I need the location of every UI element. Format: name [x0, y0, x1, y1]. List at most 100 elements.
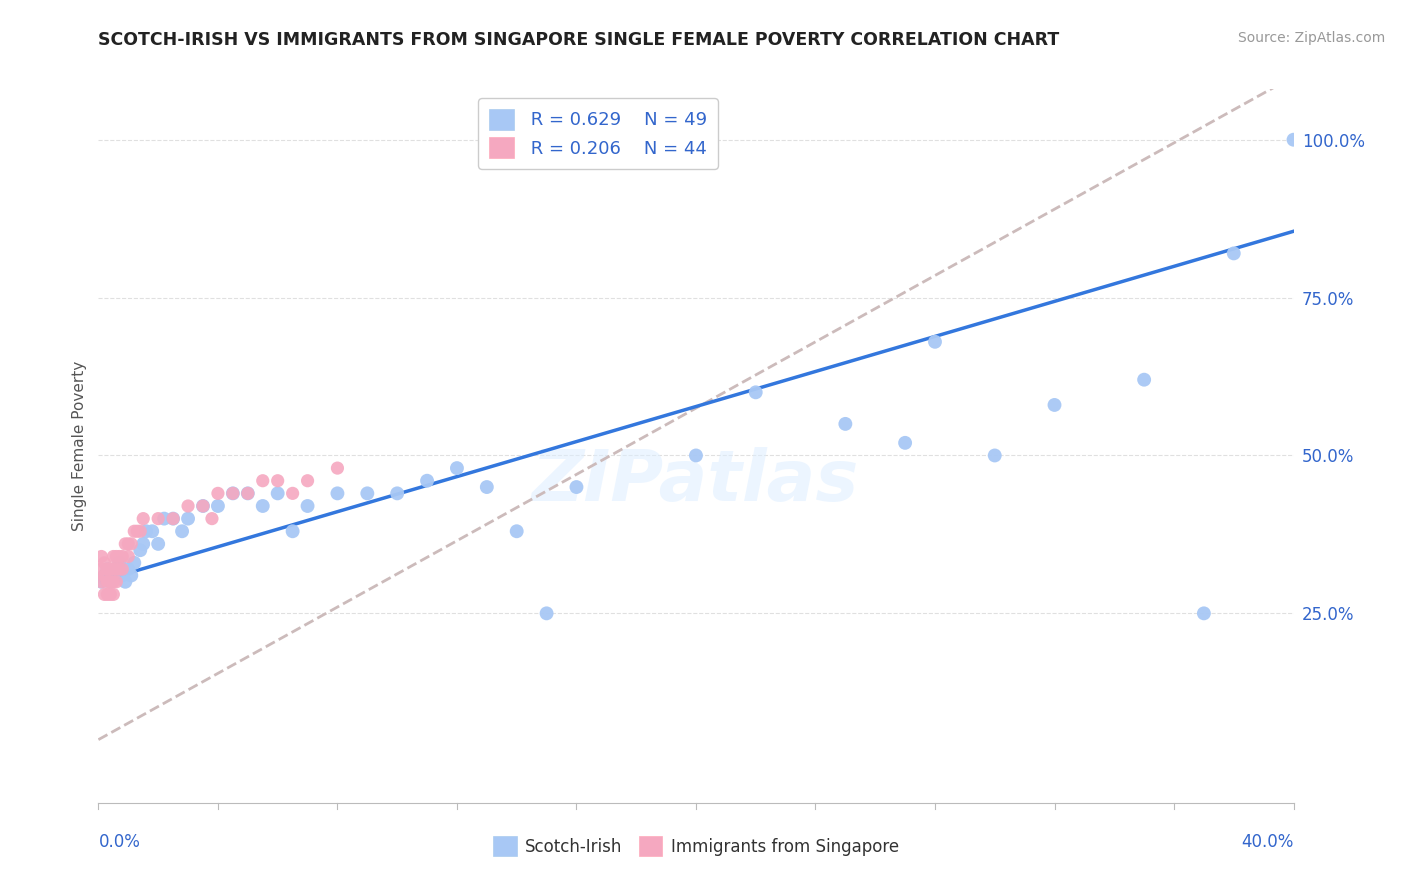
Point — [90, 549, 112, 564]
Point — [100, 574, 122, 589]
Point — [1282, 133, 1305, 147]
Text: 0.0%: 0.0% — [98, 833, 141, 851]
Point — [267, 474, 290, 488]
Point — [222, 486, 245, 500]
Point — [153, 511, 176, 525]
Point — [93, 556, 115, 570]
Point — [93, 587, 115, 601]
Point — [100, 587, 122, 601]
Point — [281, 524, 304, 539]
Point — [108, 556, 131, 570]
Point — [685, 449, 707, 463]
Point — [252, 499, 274, 513]
Point — [117, 549, 139, 564]
Point — [1133, 373, 1156, 387]
Point — [96, 562, 118, 576]
Text: Source: ZipAtlas.com: Source: ZipAtlas.com — [1237, 31, 1385, 45]
Point — [236, 486, 259, 500]
Point — [103, 562, 125, 576]
Point — [120, 568, 142, 582]
Point — [297, 499, 319, 513]
Point — [446, 461, 468, 475]
Point — [124, 524, 146, 539]
Point — [1192, 607, 1215, 621]
Point — [506, 524, 529, 539]
Legend: Scotch-Irish, Immigrants from Singapore: Scotch-Irish, Immigrants from Singapore — [486, 830, 905, 863]
Point — [103, 549, 125, 564]
Point — [326, 461, 349, 475]
Point — [191, 499, 214, 513]
Point — [924, 334, 946, 349]
Point — [356, 486, 378, 500]
Point — [111, 568, 134, 582]
Point — [132, 537, 155, 551]
Point — [385, 486, 409, 500]
Point — [129, 543, 152, 558]
Point — [236, 486, 259, 500]
Point — [1043, 398, 1066, 412]
Point — [105, 562, 128, 576]
Point — [127, 524, 149, 539]
Y-axis label: Single Female Poverty: Single Female Poverty — [72, 361, 87, 531]
Point — [93, 568, 115, 582]
Point — [745, 385, 768, 400]
Point — [90, 562, 112, 576]
Point — [267, 486, 290, 500]
Point — [326, 486, 349, 500]
Point — [207, 486, 229, 500]
Point — [1223, 246, 1246, 260]
Point — [834, 417, 856, 431]
Point — [141, 524, 163, 539]
Point — [132, 511, 155, 525]
Point — [114, 574, 136, 589]
Point — [108, 562, 131, 576]
Point — [129, 524, 152, 539]
Point — [162, 511, 184, 525]
Point — [105, 574, 128, 589]
Point — [536, 607, 558, 621]
Point — [252, 474, 274, 488]
Point — [90, 574, 112, 589]
Point — [90, 574, 112, 589]
Point — [201, 511, 224, 525]
Point — [105, 549, 128, 564]
Point — [117, 562, 139, 576]
Point — [103, 568, 125, 582]
Point — [475, 480, 498, 494]
Point — [103, 574, 125, 589]
Point — [148, 511, 170, 525]
Text: 40.0%: 40.0% — [1241, 833, 1294, 851]
Point — [117, 537, 139, 551]
Point — [565, 480, 588, 494]
Point — [222, 486, 245, 500]
Point — [120, 537, 142, 551]
Text: ZIPatlas: ZIPatlas — [533, 447, 859, 516]
Point — [100, 574, 122, 589]
Point — [135, 524, 157, 539]
Point — [96, 562, 118, 576]
Point — [162, 511, 184, 525]
Point — [207, 499, 229, 513]
Point — [111, 562, 134, 576]
Point — [111, 549, 134, 564]
Point — [416, 474, 439, 488]
Point — [100, 562, 122, 576]
Text: SCOTCH-IRISH VS IMMIGRANTS FROM SINGAPORE SINGLE FEMALE POVERTY CORRELATION CHAR: SCOTCH-IRISH VS IMMIGRANTS FROM SINGAPOR… — [98, 31, 1060, 49]
Point — [191, 499, 214, 513]
Point — [108, 549, 131, 564]
Point — [96, 574, 118, 589]
Point — [281, 486, 304, 500]
Point — [105, 562, 128, 576]
Point — [177, 511, 200, 525]
Point — [297, 474, 319, 488]
Point — [124, 556, 146, 570]
Point — [114, 537, 136, 551]
Point — [93, 568, 115, 582]
Point — [172, 524, 194, 539]
Point — [984, 449, 1007, 463]
Point — [103, 587, 125, 601]
Point — [177, 499, 200, 513]
Point — [894, 435, 917, 450]
Point — [148, 537, 170, 551]
Point — [96, 587, 118, 601]
